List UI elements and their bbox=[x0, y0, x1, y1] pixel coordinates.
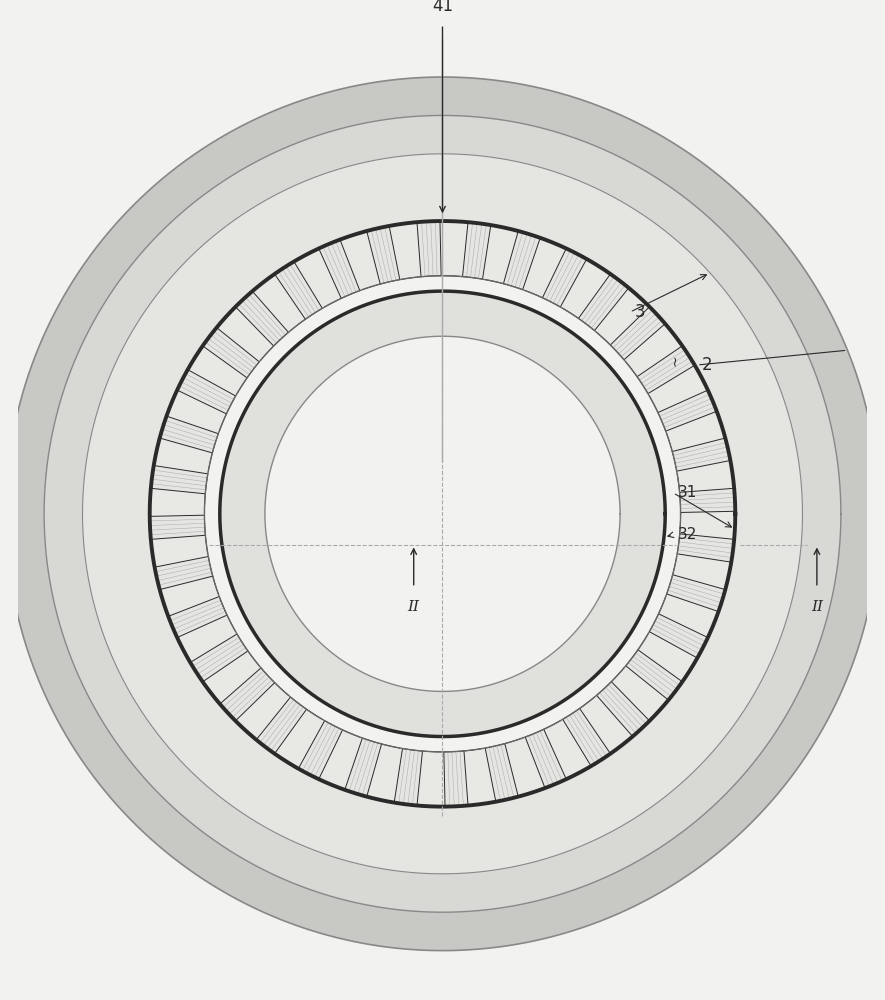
Polygon shape bbox=[82, 154, 803, 874]
Text: 32: 32 bbox=[678, 527, 697, 542]
Polygon shape bbox=[485, 744, 519, 802]
Polygon shape bbox=[611, 307, 666, 360]
Polygon shape bbox=[463, 222, 491, 279]
Polygon shape bbox=[155, 557, 212, 590]
Polygon shape bbox=[658, 390, 717, 431]
Polygon shape bbox=[366, 226, 400, 284]
Text: 41: 41 bbox=[432, 0, 453, 15]
Text: II: II bbox=[408, 600, 419, 614]
Polygon shape bbox=[677, 534, 735, 562]
Polygon shape bbox=[417, 221, 441, 277]
Polygon shape bbox=[274, 262, 322, 319]
Polygon shape bbox=[150, 221, 735, 807]
Polygon shape bbox=[345, 738, 381, 797]
Text: 2: 2 bbox=[702, 356, 712, 374]
Polygon shape bbox=[5, 77, 880, 951]
Polygon shape bbox=[159, 416, 219, 453]
Text: 31: 31 bbox=[678, 485, 697, 500]
Polygon shape bbox=[168, 597, 227, 638]
Polygon shape bbox=[235, 291, 289, 346]
Polygon shape bbox=[177, 370, 235, 414]
Polygon shape bbox=[257, 697, 306, 754]
Polygon shape bbox=[563, 708, 611, 766]
Polygon shape bbox=[579, 274, 628, 331]
Polygon shape bbox=[394, 749, 422, 806]
Polygon shape bbox=[203, 328, 259, 378]
Polygon shape bbox=[219, 668, 274, 721]
Polygon shape bbox=[44, 115, 841, 912]
Text: ~: ~ bbox=[668, 354, 682, 366]
Polygon shape bbox=[190, 634, 248, 682]
Polygon shape bbox=[319, 240, 360, 298]
Polygon shape bbox=[626, 650, 682, 700]
Text: 3: 3 bbox=[635, 303, 645, 321]
Polygon shape bbox=[666, 575, 726, 612]
Polygon shape bbox=[525, 729, 566, 788]
Polygon shape bbox=[673, 438, 730, 471]
Polygon shape bbox=[650, 614, 708, 658]
Polygon shape bbox=[298, 721, 342, 779]
Polygon shape bbox=[219, 291, 666, 737]
Polygon shape bbox=[637, 346, 695, 394]
Polygon shape bbox=[150, 515, 205, 539]
Polygon shape bbox=[596, 682, 650, 736]
Polygon shape bbox=[504, 231, 540, 290]
Polygon shape bbox=[543, 248, 587, 307]
Polygon shape bbox=[150, 466, 208, 494]
Polygon shape bbox=[680, 488, 735, 512]
Polygon shape bbox=[444, 751, 468, 807]
Text: II: II bbox=[811, 600, 823, 614]
